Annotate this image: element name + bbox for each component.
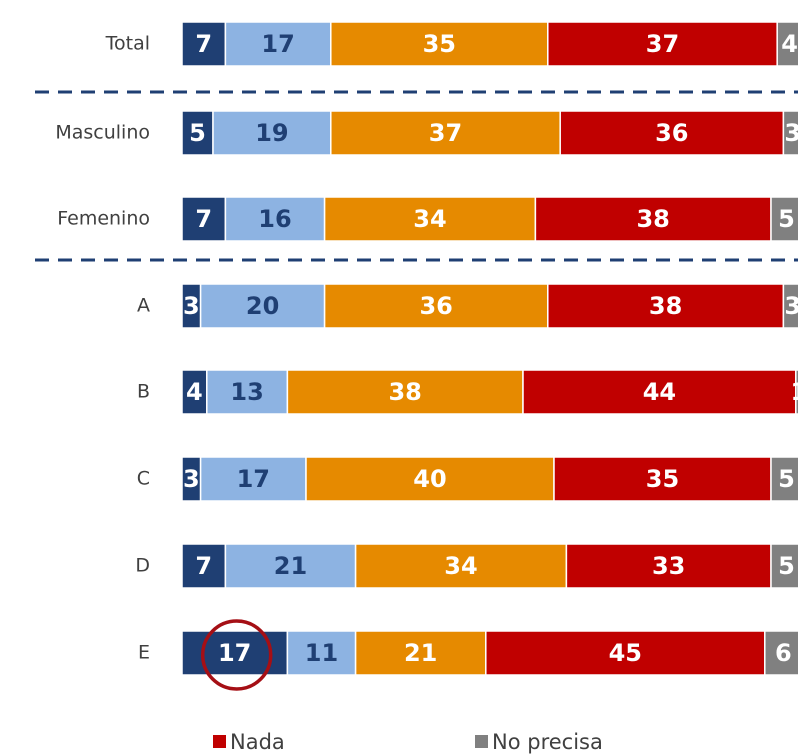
value-label: 5 bbox=[778, 465, 795, 493]
value-label: 38 bbox=[388, 378, 421, 406]
bar-segment bbox=[534, 196, 772, 242]
bar-segment bbox=[547, 283, 785, 329]
value-label: 13 bbox=[230, 378, 263, 406]
bar-segment bbox=[782, 110, 798, 156]
value-label: 1 bbox=[791, 378, 798, 406]
bar-segment bbox=[770, 456, 798, 502]
bar-segment bbox=[553, 456, 772, 502]
category-label: A bbox=[137, 295, 150, 317]
value-label: 3 bbox=[183, 465, 200, 493]
value-label: 16 bbox=[258, 205, 291, 233]
bar-segment bbox=[224, 196, 326, 242]
value-label: 35 bbox=[423, 30, 456, 58]
value-label: 7 bbox=[195, 30, 212, 58]
value-label: 38 bbox=[636, 205, 669, 233]
category-label: Masculino bbox=[55, 122, 150, 144]
legend-swatch bbox=[475, 735, 488, 748]
value-label: 36 bbox=[655, 119, 688, 147]
highlight-circle bbox=[200, 619, 273, 691]
value-label: 3 bbox=[784, 292, 798, 320]
category-label: Femenino bbox=[57, 208, 150, 230]
value-label: 5 bbox=[778, 552, 795, 580]
bar-segment bbox=[764, 630, 798, 676]
value-label: 5 bbox=[778, 205, 795, 233]
legend-label: No precisa bbox=[492, 730, 603, 754]
legend-swatch bbox=[213, 735, 226, 748]
value-label: 17 bbox=[237, 465, 270, 493]
bar-segment bbox=[224, 543, 357, 589]
bar-segment bbox=[782, 283, 798, 329]
bar-segment bbox=[522, 369, 797, 415]
value-label: 4 bbox=[186, 378, 203, 406]
value-label: 11 bbox=[305, 639, 338, 667]
value-label: 37 bbox=[646, 30, 679, 58]
value-label: 4 bbox=[781, 30, 798, 58]
category-label: Total bbox=[105, 33, 150, 55]
value-label: 7 bbox=[195, 205, 212, 233]
value-label: 19 bbox=[255, 119, 288, 147]
bar-segment bbox=[206, 369, 289, 415]
category-label: C bbox=[137, 468, 150, 490]
bar-segment bbox=[199, 283, 326, 329]
value-label: 21 bbox=[274, 552, 307, 580]
bar-segment bbox=[485, 630, 766, 676]
value-label: 35 bbox=[646, 465, 679, 493]
value-label: 3 bbox=[183, 292, 200, 320]
bar-segment bbox=[181, 21, 227, 67]
bar-segment bbox=[565, 543, 772, 589]
value-label: 44 bbox=[643, 378, 676, 406]
bar-segment bbox=[547, 21, 778, 67]
bar-segment bbox=[770, 196, 798, 242]
category-label: B bbox=[137, 381, 150, 403]
value-label: 34 bbox=[444, 552, 477, 580]
bar-segment bbox=[354, 630, 487, 676]
value-label: 38 bbox=[649, 292, 682, 320]
bar-segment bbox=[776, 21, 798, 67]
value-label: 3 bbox=[784, 119, 798, 147]
value-label: 7 bbox=[195, 552, 212, 580]
legend-label: Nada bbox=[230, 730, 285, 754]
value-label: 21 bbox=[404, 639, 437, 667]
value-label: 36 bbox=[419, 292, 452, 320]
value-label: 17 bbox=[218, 639, 251, 667]
value-label: 6 bbox=[775, 639, 792, 667]
bar-segment bbox=[181, 543, 227, 589]
bar-segment bbox=[795, 369, 798, 415]
value-label: 33 bbox=[652, 552, 685, 580]
bar-segment bbox=[199, 456, 307, 502]
bar-segment bbox=[224, 21, 332, 67]
category-label: E bbox=[138, 642, 150, 664]
value-label: 37 bbox=[429, 119, 462, 147]
value-label: 20 bbox=[246, 292, 279, 320]
category-label: D bbox=[135, 555, 150, 577]
bar-segment bbox=[181, 369, 208, 415]
value-label: 17 bbox=[261, 30, 294, 58]
value-label: 5 bbox=[189, 119, 206, 147]
bar-segment bbox=[305, 456, 555, 502]
bar-segment bbox=[212, 110, 332, 156]
bar-segment bbox=[323, 196, 537, 242]
value-label: 40 bbox=[413, 465, 446, 493]
value-label: 45 bbox=[609, 639, 642, 667]
value-label: 34 bbox=[413, 205, 446, 233]
bar-segment bbox=[770, 543, 798, 589]
bar-segment bbox=[323, 283, 549, 329]
